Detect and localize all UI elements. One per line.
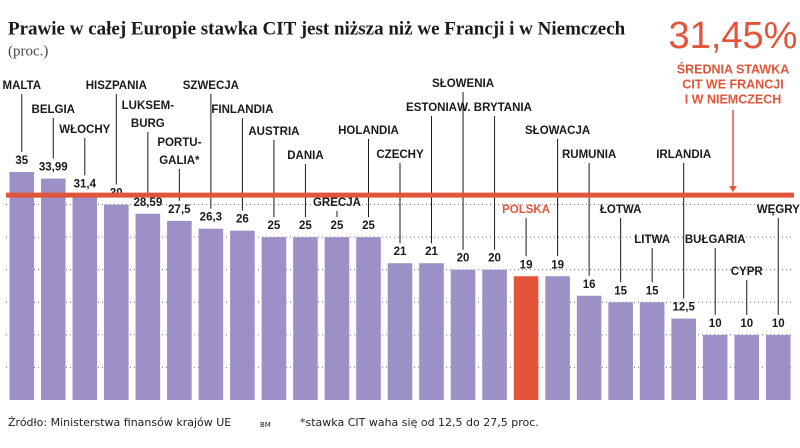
bar: [576, 295, 602, 400]
bar: [198, 228, 224, 400]
bar: [608, 302, 633, 400]
bar: [734, 334, 760, 400]
category-label: BELGIA: [32, 104, 75, 116]
bar: [387, 263, 413, 400]
category-label: BUŁGARIA: [685, 234, 746, 246]
category-label: WŁOCHY: [59, 124, 110, 136]
bar: [545, 276, 570, 400]
bar: [324, 237, 350, 400]
bar: [356, 237, 381, 400]
value-label: 35: [15, 155, 28, 167]
value-label: 19: [520, 259, 533, 271]
footnote: *stawka CIT waha się od 12,5 do 27,5 pro…: [300, 416, 539, 429]
value-label: 25: [331, 220, 344, 232]
value-label: 21: [425, 246, 438, 258]
category-label: CZECHY: [376, 149, 424, 161]
value-label: 20: [457, 253, 470, 265]
category-label: ŁOTWA: [600, 204, 642, 216]
value-label: 25: [268, 220, 281, 232]
value-label: 10: [709, 318, 722, 330]
bar: [135, 213, 161, 400]
bar: [40, 178, 66, 400]
category-label: SŁOWENIA: [432, 78, 494, 90]
value-label: 16: [583, 279, 596, 291]
bar: [419, 263, 444, 400]
value-label: 15: [614, 285, 627, 297]
category-label: SŁOWACJA: [525, 125, 590, 137]
reference-arrow: [729, 186, 737, 193]
bar: [482, 269, 507, 400]
category-label: IRLANDIA: [656, 149, 711, 161]
bar: [702, 334, 728, 400]
bar: [671, 318, 696, 400]
value-label: 33,99: [39, 162, 68, 174]
value-label: 26: [236, 214, 249, 226]
value-label: 25: [362, 220, 375, 232]
category-label: HOLANDIA: [338, 125, 399, 137]
bar: [513, 276, 539, 400]
category-label: SZWECJA: [183, 80, 239, 92]
bar: [230, 230, 255, 400]
category-label: AUSTRIA: [248, 126, 299, 138]
bar: [261, 237, 287, 400]
bar: [9, 172, 35, 400]
category-label: HISZPANIA: [86, 80, 147, 92]
reference-note: I W NIEMCZECH: [685, 92, 782, 106]
reference-note: CIT WE FRANCJI: [682, 77, 783, 91]
category-label: POLSKA: [502, 204, 550, 216]
category-label: RUMUNIA: [562, 149, 616, 161]
category-label: PORTU-GALIA*: [157, 137, 201, 167]
value-label: 28,59: [133, 197, 162, 209]
value-label: 25: [299, 220, 312, 232]
category-label: GRECJA: [313, 197, 361, 209]
value-label: 21: [394, 246, 407, 258]
value-label: 12,5: [672, 302, 695, 314]
value-label: 20: [488, 253, 501, 265]
bar: [104, 204, 129, 400]
chart-subtitle: (proc.): [8, 43, 48, 59]
category-label: FINLANDIA: [211, 104, 273, 116]
reference-label: 31,45%: [669, 15, 798, 57]
category-label: LUKSEM-BURG: [122, 100, 175, 130]
category-label: MALTA: [2, 80, 41, 92]
category-label: ESTONIA: [406, 102, 457, 114]
reference-note: ŚREDNIA STAWKA: [677, 61, 790, 76]
value-label: 26,3: [200, 212, 222, 224]
category-label: W. BRYTANIA: [457, 102, 532, 114]
category-label: DANIA: [287, 150, 323, 162]
category-label: CYPR: [731, 266, 764, 278]
category-label: WĘGRY: [757, 204, 800, 216]
bar: [72, 195, 98, 400]
value-label: 10: [740, 318, 753, 330]
category-label: LITWA: [634, 234, 670, 246]
bar: [450, 269, 476, 400]
chart-title: Prawie w całej Europie stawka CIT jest n…: [8, 18, 626, 39]
value-label: 19: [551, 259, 564, 271]
bar: [639, 302, 665, 400]
value-label: 10: [772, 318, 785, 330]
bar: [765, 334, 791, 400]
value-label: 31,4: [74, 178, 97, 190]
value-label: 27,5: [168, 204, 191, 216]
bar: [293, 237, 318, 400]
source: Źródło: Ministerstwa finansów krajów UE: [8, 416, 231, 429]
bar: [167, 220, 192, 400]
author: BM: [260, 421, 271, 429]
value-label: 15: [646, 285, 659, 297]
